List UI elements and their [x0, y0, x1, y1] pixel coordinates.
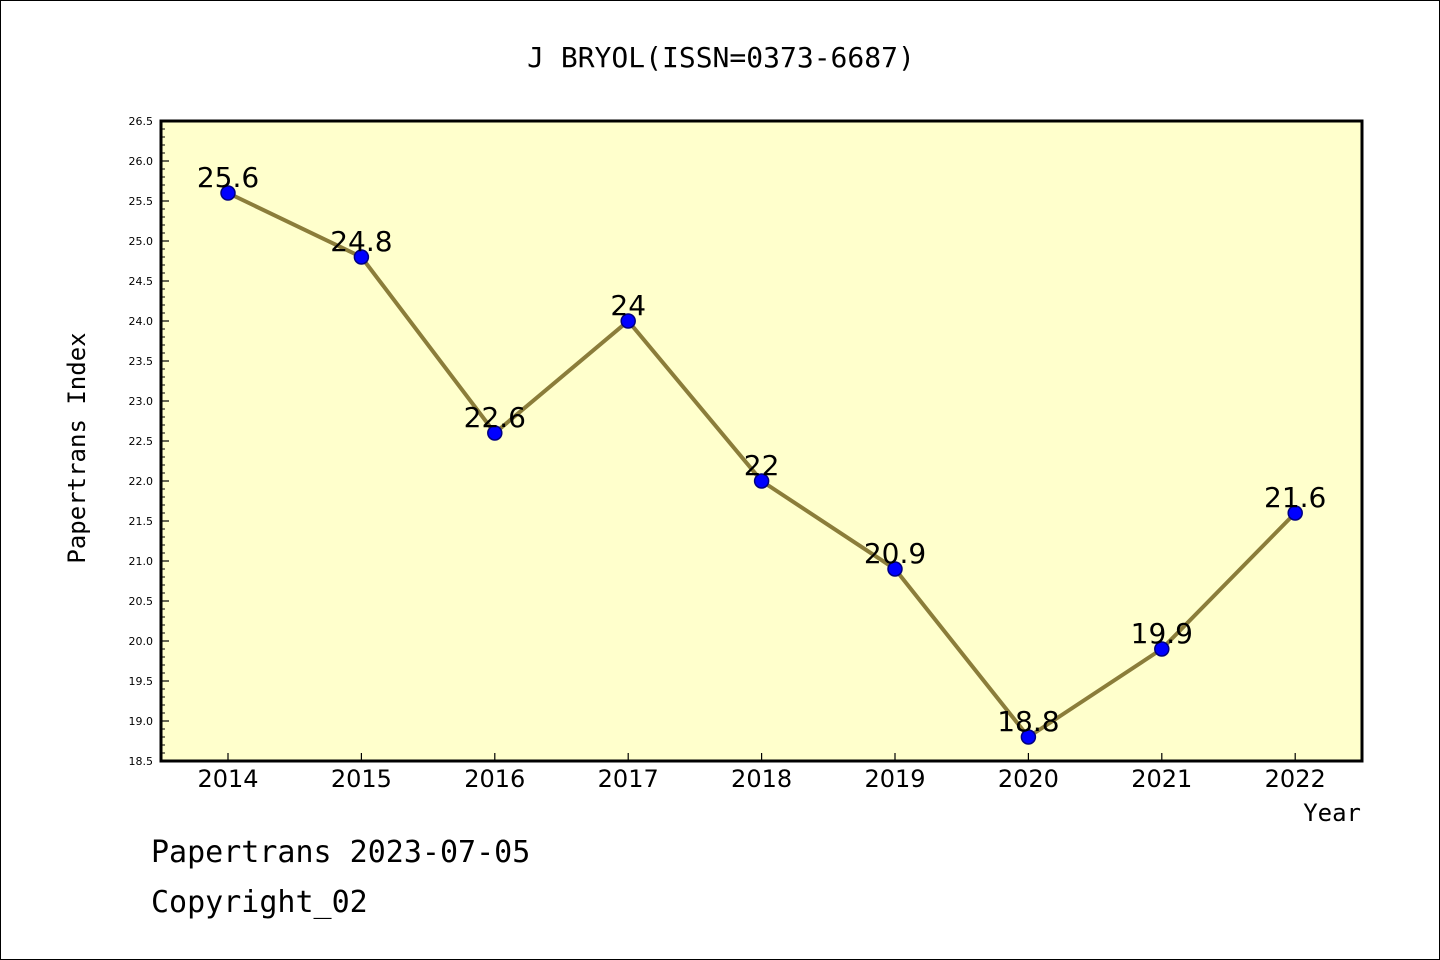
data-label: 22.6: [464, 401, 526, 434]
footer-date: Papertrans 2023-07-05: [151, 835, 531, 870]
data-label: 20.9: [864, 537, 926, 570]
data-point: [220, 185, 236, 201]
data-label: 24.8: [330, 225, 392, 258]
y-tick-label: 22.5: [129, 435, 154, 448]
data-point: [620, 313, 636, 329]
data-point: [1287, 505, 1303, 521]
data-point: [353, 249, 370, 265]
y-tick-label: 19.5: [129, 675, 154, 688]
y-tick-label: 24.5: [129, 275, 154, 288]
x-tick-label: 2022: [1265, 765, 1326, 793]
data-point: [487, 425, 503, 441]
data-label: 22: [744, 449, 780, 482]
x-tick-label: 2019: [864, 765, 925, 793]
y-tick-label: 24.0: [129, 315, 154, 328]
x-axis-label: Year: [1303, 799, 1361, 827]
x-tick-label: 2015: [331, 765, 392, 793]
x-tick-label: 2017: [598, 765, 659, 793]
data-labels: 25.6 24.8 22.6 24 22 20.9 18.8 19.9 21.6: [197, 161, 1327, 738]
data-label: 18.8: [997, 705, 1059, 738]
y-tick-label: 23.0: [129, 395, 154, 408]
data-label: 24: [610, 289, 646, 322]
footer-copyright: Copyright_02: [151, 885, 368, 920]
y-tick-label: 21.5: [129, 515, 154, 528]
x-tick-label: 2021: [1131, 765, 1192, 793]
y-tick-label: 22.0: [129, 475, 154, 488]
x-tick-label: 2018: [731, 765, 792, 793]
data-points: [220, 185, 1303, 745]
y-tick-label: 26.0: [129, 155, 154, 168]
y-axis-label: Papertrans Index: [63, 332, 91, 563]
y-axis-ticks: 18.5 19.0 19.5 20.0 20.5 21.0 21.5 22.0 22.5 23.0…: [129, 115, 169, 768]
y-tick-label: 21.0: [129, 555, 154, 568]
data-label: 25.6: [197, 161, 259, 194]
y-tick-label: 25.5: [129, 195, 154, 208]
x-axis-ticks: 2014 2015 2016 2017 2018 2019 2020 2021 2022: [197, 753, 1326, 793]
y-tick-label: 18.5: [129, 755, 154, 768]
data-label: 19.9: [1131, 617, 1193, 650]
y-tick-label: 23.5: [129, 355, 154, 368]
y-tick-label: 26.5: [129, 115, 154, 128]
y-tick-label: 19.0: [129, 715, 154, 728]
y-tick-label: 20.5: [129, 595, 154, 608]
data-point: [887, 561, 903, 577]
plot-area: [159, 119, 1364, 763]
data-point: [753, 473, 770, 489]
x-tick-label: 2014: [197, 765, 258, 793]
x-tick-label: 2016: [464, 765, 525, 793]
chart-title: J BRYOL(ISSN=0373-6687): [527, 41, 915, 74]
x-tick-label: 2020: [998, 765, 1059, 793]
y-tick-label: 25.0: [129, 235, 154, 248]
data-point: [1020, 729, 1037, 745]
data-point: [1154, 641, 1170, 657]
y-tick-label: 20.0: [129, 635, 154, 648]
data-label: 21.6: [1264, 481, 1326, 514]
